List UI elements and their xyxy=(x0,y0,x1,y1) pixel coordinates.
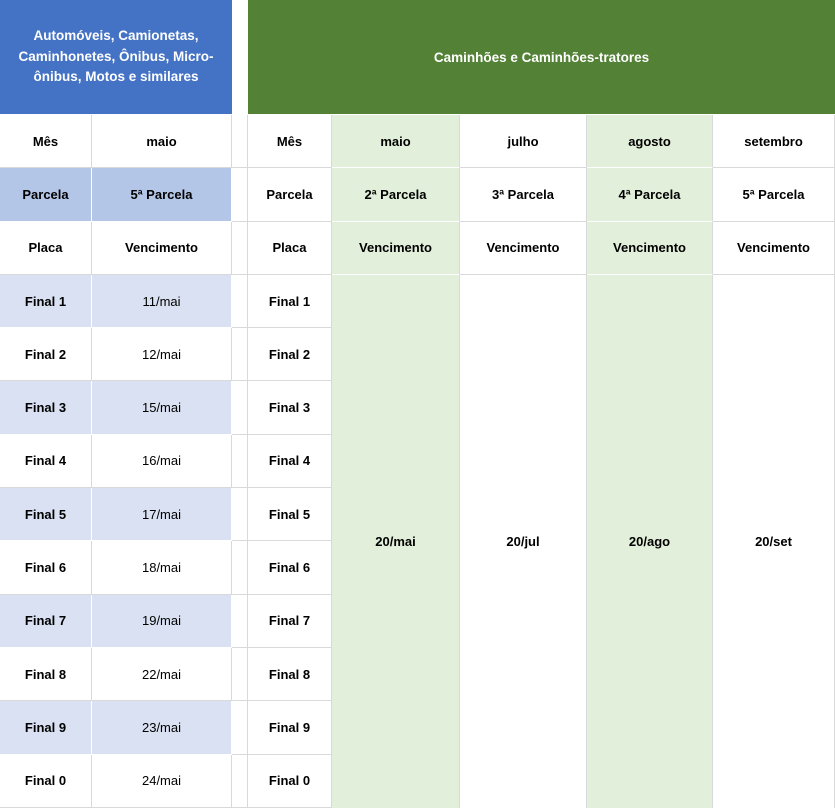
due-date-cell: 22/mai xyxy=(92,647,232,702)
title-line: Automóveis, Camionetas, xyxy=(33,28,199,44)
placa-label-cell: Placa xyxy=(0,221,92,275)
due-date-cell: 11/mai xyxy=(92,274,232,329)
placa-label-cell: Placa xyxy=(248,221,332,275)
final-label-cell: Final 0 xyxy=(248,754,332,808)
due-date-cell: 12/mai xyxy=(92,328,232,382)
due-date-cell: 15/mai xyxy=(92,381,232,435)
light-vehicles-table: Automóveis, Camionetas, Caminhonetes, Ôn… xyxy=(0,0,232,808)
due-date-cell: 18/mai xyxy=(92,541,232,595)
final-label-cell: Final 2 xyxy=(0,328,92,382)
parcela-label-cell: Parcela xyxy=(248,168,332,222)
final-label-cell: Final 7 xyxy=(0,594,92,648)
month-value-cell: julho xyxy=(460,115,587,169)
month-value-cell: setembro xyxy=(713,115,835,169)
due-date-cell: 19/mai xyxy=(92,594,232,648)
grid-spacer-cell xyxy=(232,168,248,222)
grid-spacer-cell xyxy=(232,754,248,808)
vencimento-header-cell: Vencimento xyxy=(92,221,232,275)
grid-spacer-cell xyxy=(232,701,248,755)
grid-spacer-cell xyxy=(232,115,248,169)
parcela-value-cell: 5ª Parcela xyxy=(92,168,232,222)
final-label-cell: Final 9 xyxy=(0,701,92,755)
final-label-cell: Final 2 xyxy=(248,328,332,382)
due-date-cell: 23/mai xyxy=(92,701,232,755)
grid-spacer-cell xyxy=(232,381,248,435)
final-label-cell: Final 5 xyxy=(0,488,92,542)
parcela-value-cell: 2ª Parcela xyxy=(332,168,460,222)
month-value-cell: maio xyxy=(92,115,232,169)
final-label-cell: Final 8 xyxy=(248,647,332,702)
grid-spacer-cell xyxy=(232,647,248,702)
parcela-value-cell: 4ª Parcela xyxy=(587,168,713,222)
grid-spacer-cell xyxy=(232,434,248,489)
final-label-cell: Final 6 xyxy=(0,541,92,595)
trucks-title: Caminhões e Caminhões-tratores xyxy=(248,0,835,115)
parcela-value-cell: 3ª Parcela xyxy=(460,168,587,222)
grid-spacer-cell xyxy=(232,274,248,329)
month-value-cell: maio xyxy=(332,115,460,169)
final-label-cell: Final 1 xyxy=(0,274,92,329)
title-line: Caminhões e Caminhões-tratores xyxy=(433,49,650,65)
title-line: ônibus, Motos e similares xyxy=(33,69,199,85)
final-label-cell: Final 5 xyxy=(248,488,332,542)
trucks-table: Caminhões e Caminhões-tratores Mês maio … xyxy=(248,0,835,808)
merged-due-date-cell: 20/set xyxy=(713,274,835,808)
final-label-cell: Final 0 xyxy=(0,754,92,808)
due-date-cell: 16/mai xyxy=(92,434,232,489)
final-label-cell: Final 3 xyxy=(248,381,332,435)
final-label-cell: Final 3 xyxy=(0,381,92,435)
merged-due-date-cell: 20/ago xyxy=(587,274,713,808)
merged-due-date-cell: 20/jul xyxy=(460,274,587,808)
final-label-cell: Final 9 xyxy=(248,701,332,755)
grid-spacer-cell xyxy=(232,328,248,382)
month-label-cell: Mês xyxy=(248,115,332,169)
grid-spacer-cell xyxy=(232,221,248,275)
title-line: Caminhonetes, Ônibus, Micro- xyxy=(18,48,214,64)
table-gap-column xyxy=(232,115,248,808)
merged-due-date-cell: 20/mai xyxy=(332,274,460,808)
final-label-cell: Final 1 xyxy=(248,274,332,329)
vencimento-header-cell: Vencimento xyxy=(460,221,587,275)
vencimento-header-cell: Vencimento xyxy=(587,221,713,275)
parcela-label-cell: Parcela xyxy=(0,168,92,222)
final-label-cell: Final 7 xyxy=(248,594,332,648)
final-label-cell: Final 6 xyxy=(248,541,332,595)
grid-spacer-cell xyxy=(232,488,248,542)
grid-spacer-cell xyxy=(232,541,248,595)
due-date-cell: 24/mai xyxy=(92,754,232,808)
month-value-cell: agosto xyxy=(587,115,713,169)
final-label-cell: Final 4 xyxy=(0,434,92,489)
parcela-value-cell: 5ª Parcela xyxy=(713,168,835,222)
final-label-cell: Final 4 xyxy=(248,434,332,489)
grid-spacer-cell xyxy=(232,594,248,648)
vencimento-header-cell: Vencimento xyxy=(332,221,460,275)
due-date-cell: 17/mai xyxy=(92,488,232,542)
light-vehicles-title: Automóveis, Camionetas, Caminhonetes, Ôn… xyxy=(0,0,232,115)
final-label-cell: Final 8 xyxy=(0,647,92,702)
month-label-cell: Mês xyxy=(0,115,92,169)
vencimento-header-cell: Vencimento xyxy=(713,221,835,275)
